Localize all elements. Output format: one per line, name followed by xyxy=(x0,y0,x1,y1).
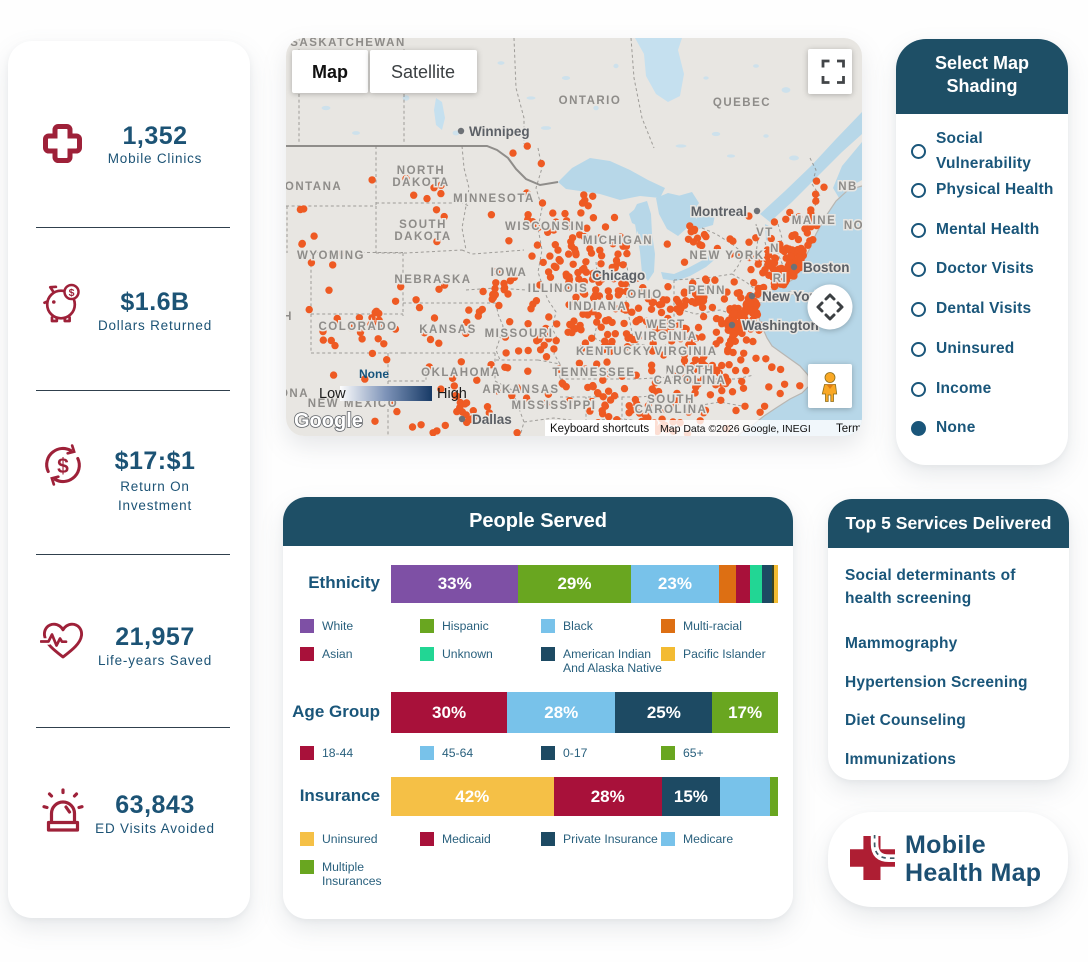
svg-text:VT: VT xyxy=(756,227,774,239)
svg-text:Keyboard shortcuts: Keyboard shortcuts xyxy=(550,423,649,435)
svg-text:MISSOURI: MISSOURI xyxy=(485,328,554,340)
svg-text:$: $ xyxy=(69,287,75,299)
svg-text:ONA: ONA xyxy=(286,388,309,400)
svg-text:Dallas: Dallas xyxy=(472,412,512,427)
svg-text:RI: RI xyxy=(773,273,788,285)
svg-text:ILLINOIS: ILLINOIS xyxy=(528,283,589,295)
svg-text:NB: NB xyxy=(838,181,858,193)
svg-text:ARKANSAS: ARKANSAS xyxy=(482,384,559,396)
svg-text:PENN: PENN xyxy=(688,285,726,297)
svg-text:Montreal: Montreal xyxy=(691,204,747,219)
svg-text:N: N xyxy=(770,243,780,255)
svg-text:Low: Low xyxy=(319,386,346,402)
svg-text:SASKATCHEWAN: SASKATCHEWAN xyxy=(290,38,406,49)
svg-text:VIRGINIA: VIRGINIA xyxy=(634,331,697,343)
svg-text:CAROLINA: CAROLINA xyxy=(654,375,727,387)
svg-text:Terms: Terms xyxy=(836,423,862,435)
svg-text:SOUTH: SOUTH xyxy=(647,394,695,406)
svg-text:DAKOTA: DAKOTA xyxy=(394,231,451,243)
svg-text:OKLAHOMA: OKLAHOMA xyxy=(421,367,501,379)
svg-text:Satellite: Satellite xyxy=(391,62,455,82)
svg-text:Map: Map xyxy=(312,62,348,82)
svg-text:KANSAS: KANSAS xyxy=(419,324,477,336)
svg-text:Chicago: Chicago xyxy=(592,268,645,283)
svg-text:NEBRASKA: NEBRASKA xyxy=(394,274,471,286)
svg-text:MISSISSIPPI: MISSISSIPPI xyxy=(512,400,597,412)
svg-text:Winnipeg: Winnipeg xyxy=(469,124,530,139)
svg-text:NO: NO xyxy=(844,220,862,232)
svg-text:INDIANA: INDIANA xyxy=(569,301,627,313)
svg-text:High: High xyxy=(437,386,467,402)
svg-text:H: H xyxy=(286,311,293,323)
svg-text:NORTH: NORTH xyxy=(397,165,445,177)
svg-text:Washington: Washington xyxy=(742,318,819,333)
svg-text:$: $ xyxy=(57,455,69,478)
svg-text:Google: Google xyxy=(294,410,363,432)
svg-text:IOWA: IOWA xyxy=(491,267,528,279)
svg-text:QUEBEC: QUEBEC xyxy=(713,97,771,109)
svg-text:OHIO: OHIO xyxy=(627,289,662,301)
svg-text:ONTARIO: ONTARIO xyxy=(559,95,622,107)
svg-text:WISCONSIN: WISCONSIN xyxy=(505,221,585,233)
svg-text:CAROLINA: CAROLINA xyxy=(635,404,708,416)
svg-text:MONTANA: MONTANA xyxy=(286,181,342,193)
svg-text:KENTUCKY: KENTUCKY xyxy=(576,346,652,358)
svg-text:WYOMING: WYOMING xyxy=(297,250,365,262)
svg-text:Boston: Boston xyxy=(803,260,850,275)
svg-text:SOUTH: SOUTH xyxy=(399,219,447,231)
svg-text:Map Data ©2026 Google, INEGI: Map Data ©2026 Google, INEGI xyxy=(660,423,811,435)
svg-text:COLORADO: COLORADO xyxy=(318,321,397,333)
svg-text:NORTH: NORTH xyxy=(666,365,714,377)
svg-text:VIRGINIA: VIRGINIA xyxy=(654,346,717,358)
svg-text:MICHIGAN: MICHIGAN xyxy=(583,235,653,247)
svg-text:MINNESOTA: MINNESOTA xyxy=(453,193,535,205)
svg-text:DAKOTA: DAKOTA xyxy=(392,177,449,189)
svg-text:None: None xyxy=(359,367,389,381)
svg-text:TENNESSEE: TENNESSEE xyxy=(552,367,635,379)
svg-text:WEST: WEST xyxy=(646,319,685,331)
svg-text:MAINE: MAINE xyxy=(792,215,837,227)
svg-text:NEW YORK: NEW YORK xyxy=(689,250,764,262)
